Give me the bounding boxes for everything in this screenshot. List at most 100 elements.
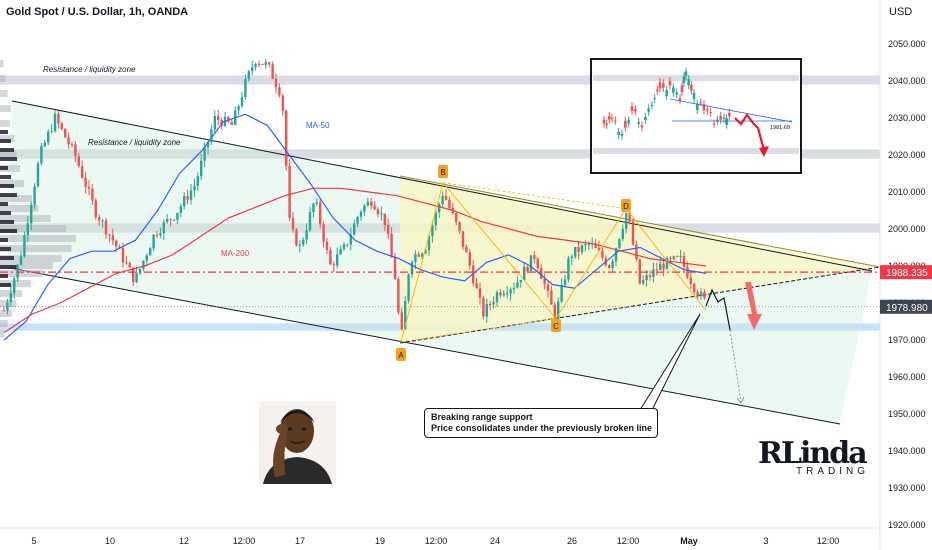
candle — [631, 221, 635, 245]
x-tick-label: 10 — [105, 536, 115, 546]
candle — [346, 244, 349, 246]
volume-profile-bar — [0, 184, 14, 188]
candle — [81, 166, 84, 178]
candle — [516, 282, 519, 288]
candle — [655, 269, 658, 271]
candle — [342, 244, 346, 249]
y-tick-label: 1970.000 — [888, 335, 926, 345]
volume-profile-bar — [0, 135, 15, 142]
candle — [98, 217, 101, 221]
candle — [635, 244, 638, 260]
callout-line-1: Breaking range support — [431, 412, 533, 422]
candle — [2, 310, 6, 312]
projection-target-line — [729, 329, 742, 403]
candle — [370, 201, 373, 206]
candle — [438, 204, 441, 213]
candle — [611, 261, 614, 268]
candle — [689, 277, 692, 284]
candle — [553, 304, 556, 322]
candle — [159, 233, 162, 236]
candle — [567, 258, 570, 280]
candle — [13, 278, 16, 294]
inset-candle — [725, 118, 728, 125]
candle — [550, 290, 553, 305]
candle — [638, 259, 641, 284]
candle — [43, 142, 46, 147]
candle — [36, 163, 40, 187]
volume-profile-bar — [0, 148, 14, 152]
candle — [200, 160, 203, 177]
candle — [325, 241, 329, 250]
point-label: D — [623, 202, 629, 211]
inset-candle — [662, 83, 665, 88]
candle — [387, 224, 390, 234]
inset-candle — [650, 105, 654, 107]
callout-line-2: Price consolidates under the previously … — [431, 423, 653, 433]
volume-profile-bar — [0, 180, 25, 187]
candle — [152, 234, 155, 249]
red-down-arrow — [745, 282, 762, 330]
candle — [298, 244, 301, 246]
ma50-label: MA-50 — [306, 121, 330, 130]
x-tick-label: 24 — [490, 536, 500, 546]
candle — [434, 212, 437, 226]
rlinda-trading-logo: RLinda TRADING — [756, 436, 868, 482]
volume-profile-bar — [0, 175, 11, 179]
inset-candle — [699, 102, 702, 104]
candle — [400, 312, 403, 330]
candle — [115, 240, 118, 247]
candle — [162, 221, 165, 234]
candle — [203, 147, 206, 161]
point-label-box — [438, 165, 448, 178]
volume-profile-bar — [0, 157, 17, 161]
candle — [278, 87, 281, 96]
candle — [217, 115, 220, 121]
candle — [540, 267, 543, 279]
candle — [336, 254, 339, 266]
inset-chart: 1981.68 — [590, 58, 802, 174]
inset-candle — [602, 119, 606, 124]
inset-candle — [656, 89, 659, 92]
inset-candle — [627, 120, 630, 124]
candle — [570, 256, 573, 259]
candle — [625, 212, 628, 229]
candle — [383, 213, 386, 225]
candle — [142, 260, 145, 269]
candle — [132, 267, 135, 283]
candle — [196, 176, 199, 186]
candle — [421, 253, 424, 257]
candle — [305, 230, 308, 240]
candle — [53, 113, 57, 132]
candle — [108, 234, 111, 236]
candle — [580, 245, 584, 253]
bd-dashed-line — [442, 182, 627, 210]
inset-red-arrow — [759, 146, 769, 157]
candle — [206, 141, 210, 148]
candle — [461, 231, 465, 247]
y-tick-label: 2000.000 — [888, 224, 926, 234]
volume-profile-bar — [0, 255, 62, 262]
volume-profile-bar — [0, 215, 51, 222]
candle — [111, 235, 114, 241]
inset-candle — [634, 109, 637, 112]
candle — [128, 263, 131, 268]
candle — [431, 225, 434, 237]
candle — [618, 238, 621, 249]
candle — [693, 283, 696, 293]
inset-trend-line — [669, 98, 793, 123]
candle — [271, 64, 274, 79]
ma200-label: MA-200 — [221, 249, 250, 258]
volume-profile-bar — [0, 238, 8, 242]
candle — [247, 71, 250, 80]
candle — [121, 247, 125, 263]
candle — [529, 255, 533, 272]
candle — [91, 188, 94, 201]
candle — [536, 258, 539, 268]
candle — [155, 234, 159, 236]
ac-dashed-line — [400, 318, 557, 343]
y-tick-label: 2010.000 — [888, 187, 926, 197]
candle — [264, 62, 267, 65]
candle — [560, 284, 563, 302]
candle — [329, 249, 332, 265]
